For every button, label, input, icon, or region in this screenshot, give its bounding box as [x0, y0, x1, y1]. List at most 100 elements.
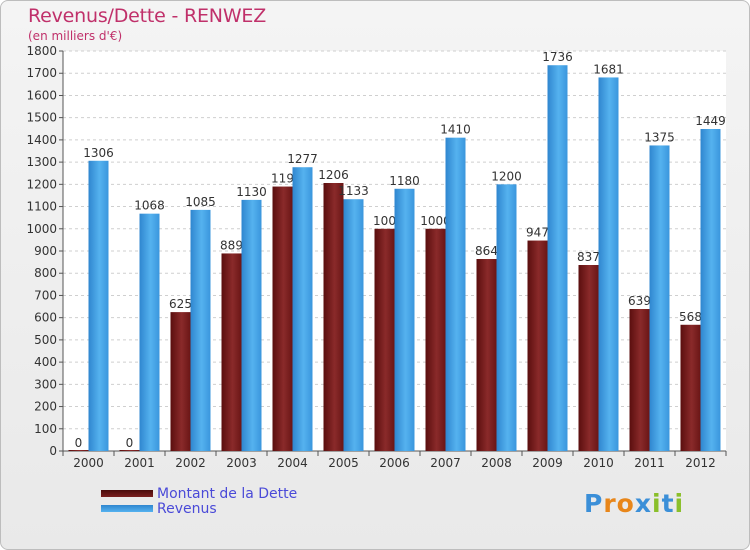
y-tick-label: 500	[34, 333, 57, 347]
y-tick-label: 700	[34, 288, 57, 302]
bar-revenue	[292, 167, 313, 451]
y-tick-label: 1500	[26, 111, 57, 125]
legend-label-debt: Montant de la Dette	[157, 485, 298, 502]
bar-debt-label: 639	[628, 294, 651, 308]
bar-revenue-label: 1410	[440, 123, 471, 137]
bar-revenue-label: 1681	[593, 62, 624, 76]
x-tick-label: 2010	[583, 456, 614, 470]
bar-debt-label: 837	[577, 250, 600, 264]
bar-debt-label: 864	[475, 244, 498, 258]
logo-letter: r	[603, 489, 617, 518]
bar-revenue-label: 1449	[695, 114, 726, 128]
bar-debt-label: 625	[169, 297, 192, 311]
proxiti-logo: Proxiti	[584, 489, 684, 518]
x-tick-label: 2007	[430, 456, 461, 470]
bar-revenue-label: 1180	[389, 174, 420, 188]
bar-revenue	[190, 209, 211, 451]
legend-swatch-debt	[101, 490, 153, 497]
logo-letter: i	[652, 489, 662, 518]
bar-debt	[272, 186, 293, 452]
bar-debt	[425, 228, 446, 451]
bar-debt	[221, 253, 242, 451]
bar-debt	[476, 259, 497, 451]
bar-revenue	[547, 65, 568, 451]
logo-letter: t	[661, 489, 675, 518]
x-tick-label: 2012	[685, 456, 716, 470]
y-tick-label: 1400	[26, 133, 57, 147]
legend-item-revenue: Revenus	[101, 500, 297, 517]
x-tick-label: 2008	[481, 456, 512, 470]
y-tick-label: 1600	[26, 88, 57, 102]
y-tick-label: 1700	[26, 66, 57, 80]
bar-debt	[323, 183, 344, 451]
bar-revenue-label: 1085	[185, 195, 216, 209]
bar-revenue	[700, 129, 721, 451]
bar-revenue-label: 1130	[236, 185, 267, 199]
x-tick-label: 2009	[532, 456, 563, 470]
x-tick-label: 2011	[634, 456, 665, 470]
bar-revenue-label: 1277	[287, 152, 318, 166]
bar-debt-label: 1206	[318, 168, 349, 182]
x-tick-label: 2003	[226, 456, 257, 470]
x-tick-label: 2004	[277, 456, 308, 470]
bar-debt-label: 1000	[420, 214, 451, 228]
y-tick-label: 400	[34, 355, 57, 369]
bar-revenue	[496, 184, 517, 452]
bar-revenue-label: 1133	[338, 184, 369, 198]
bar-revenue-label: 1068	[134, 199, 165, 213]
x-tick-label: 2000	[73, 456, 104, 470]
bar-debt-label: 947	[526, 226, 549, 240]
bar-debt	[680, 324, 701, 451]
y-tick-label: 1200	[26, 177, 57, 191]
logo-letter: o	[616, 489, 635, 518]
logo-letter: i	[674, 489, 685, 518]
bar-debt-label: 100	[373, 214, 396, 228]
chart-subtitle: (en milliers d'€)	[28, 29, 123, 43]
legend-label-revenue: Revenus	[157, 500, 217, 517]
bar-revenue	[241, 199, 262, 451]
bar-debt	[68, 450, 89, 451]
bar-debt	[629, 309, 650, 451]
bar-revenue	[649, 145, 670, 451]
legend-swatch-revenue	[101, 505, 153, 512]
logo-letter: x	[634, 489, 652, 518]
y-tick-label: 200	[34, 400, 57, 414]
logo-letter: P	[584, 489, 604, 518]
bar-debt	[527, 240, 548, 451]
chart-legend: Montant de la Dette Revenus	[101, 485, 298, 517]
y-tick-label: 900	[34, 244, 57, 258]
y-tick-label: 1300	[26, 155, 57, 169]
y-tick-label: 800	[34, 266, 57, 280]
bar-debt	[170, 312, 191, 451]
y-tick-label: 1100	[26, 200, 57, 214]
bar-debt	[578, 265, 599, 451]
bar-debt	[374, 228, 395, 451]
y-tick-label: 600	[34, 311, 57, 325]
y-tick-label: 100	[34, 422, 57, 436]
bar-revenue	[343, 199, 364, 451]
legend-item-debt: Montant de la Dette	[101, 485, 298, 502]
bar-revenue-label: 1306	[83, 146, 114, 160]
y-tick-label: 0	[49, 444, 57, 458]
bar-revenue	[394, 188, 415, 451]
bar-revenue-label: 1736	[542, 50, 573, 64]
bar-debt-label: 0	[75, 436, 83, 450]
chart-title: Revenus/Dette - RENWEZ	[28, 5, 267, 27]
bar-revenue	[445, 137, 466, 451]
bar-revenue-label: 1375	[644, 130, 675, 144]
x-tick-label: 2006	[379, 456, 410, 470]
y-tick-label: 1800	[26, 44, 57, 58]
bar-revenue	[88, 160, 109, 451]
bar-debt-label: 0	[126, 436, 134, 450]
bar-debt-label: 889	[220, 238, 243, 252]
bar-debt	[119, 450, 140, 451]
x-tick-label: 2002	[175, 456, 206, 470]
x-tick-label: 2005	[328, 456, 359, 470]
x-tick-label: 2001	[124, 456, 155, 470]
bar-revenue-label: 1200	[491, 169, 522, 183]
y-tick-label: 300	[34, 377, 57, 391]
bar-debt-label: 568	[679, 310, 702, 324]
bar-revenue	[139, 213, 160, 451]
